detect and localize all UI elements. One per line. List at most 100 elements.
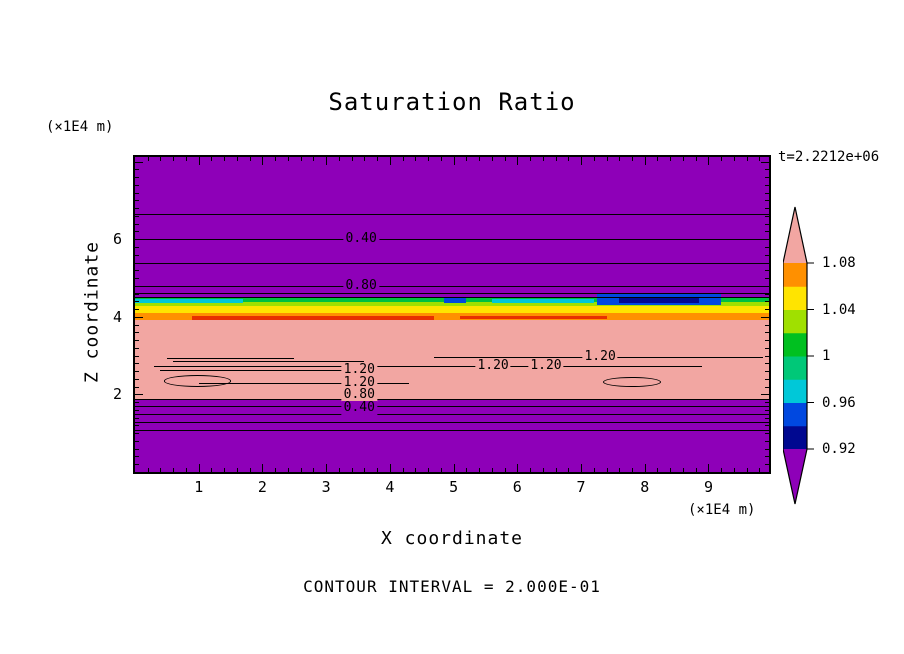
- x-tick-label: 5: [449, 478, 459, 496]
- band-orange-stripe: [135, 312, 769, 321]
- contour-line: [135, 286, 769, 288]
- x-axis-tick: [389, 464, 391, 472]
- x-axis-tick: [147, 468, 149, 472]
- colorbar: [782, 206, 817, 508]
- z-axis-tick: [765, 332, 769, 334]
- z-axis-tick: [765, 402, 769, 404]
- contour-label: 1.20: [475, 358, 511, 374]
- z-axis-tick: [135, 301, 139, 303]
- x-axis-tick: [453, 464, 455, 472]
- band-cyan-mid: [491, 299, 594, 303]
- z-axis-tick: [761, 239, 769, 241]
- x-axis-tick: [351, 468, 353, 472]
- x-axis-tick: [619, 468, 621, 472]
- x-axis-tick: [479, 468, 481, 472]
- x-axis-tick: [644, 157, 646, 165]
- z-axis-tick: [135, 254, 139, 256]
- z-axis-tick: [765, 386, 769, 388]
- x-axis-tick: [491, 157, 493, 161]
- z-axis-tick: [135, 363, 139, 365]
- x-axis-tick: [415, 468, 417, 472]
- contour-label: 0.80: [341, 386, 377, 402]
- x-axis-tick: [313, 157, 315, 161]
- x-tick-label: 4: [385, 478, 395, 496]
- x-axis-tick: [593, 157, 595, 161]
- x-axis-tick: [632, 468, 633, 472]
- x-axis-tick: [275, 468, 277, 472]
- x-axis-tick: [759, 468, 761, 472]
- x-axis-tick: [682, 157, 684, 161]
- z-axis-tick: [765, 293, 769, 295]
- x-axis-tick: [313, 468, 315, 472]
- contour-line: [166, 357, 295, 359]
- x-axis-tick: [185, 468, 187, 472]
- x-axis-tick: [440, 468, 442, 472]
- contour-line: [135, 293, 769, 295]
- band-blue-dot: [444, 297, 467, 303]
- x-axis-tick: [428, 157, 430, 161]
- x-axis-tick: [708, 157, 710, 165]
- x-axis-tick: [721, 468, 723, 472]
- contour-line: [135, 262, 769, 264]
- x-axis-tick: [632, 157, 633, 161]
- x-axis-tick: [160, 157, 162, 161]
- z-axis-tick: [135, 371, 139, 373]
- z-axis-tick: [135, 425, 139, 427]
- contour-line: [135, 414, 769, 416]
- colorbar-scale-icon: [782, 206, 814, 505]
- band-red-patch-mid: [459, 315, 607, 319]
- x-axis-tick: [568, 157, 570, 161]
- x-axis-tick: [326, 464, 328, 472]
- z-axis-tick: [765, 340, 769, 342]
- contour-label: 1.20: [341, 374, 377, 390]
- band-red-patch-left: [192, 315, 435, 320]
- z-axis-tick: [135, 231, 139, 233]
- time-label: t=2.2212e+06: [778, 149, 880, 165]
- x-axis-tick: [415, 157, 417, 161]
- x-axis-tick: [224, 468, 226, 472]
- x-axis-tick: [733, 157, 735, 161]
- z-axis-tick: [765, 371, 769, 373]
- z-axis-tick: [135, 394, 143, 396]
- x-axis-tick: [657, 157, 659, 161]
- x-axis-tick: [453, 157, 455, 165]
- contour-line: [160, 369, 346, 371]
- x-axis-unit: (×1E4 m): [688, 502, 756, 518]
- x-axis-tick: [759, 157, 761, 161]
- contour-line: [135, 430, 769, 432]
- x-axis-tick: [236, 157, 238, 161]
- z-tick-label: 4: [112, 307, 122, 326]
- z-axis-tick: [765, 192, 769, 194]
- z-axis-tick: [135, 184, 139, 186]
- z-axis-tick: [135, 208, 139, 210]
- z-axis-tick: [765, 363, 769, 365]
- x-axis-tick: [211, 157, 213, 161]
- x-axis-tick: [670, 157, 672, 161]
- x-axis-tick: [517, 157, 519, 165]
- x-axis-tick: [173, 157, 175, 161]
- x-axis-tick: [262, 464, 264, 472]
- colorbar-label: 1.08: [822, 255, 856, 271]
- x-tick-label: 7: [576, 478, 586, 496]
- z-axis-tick: [135, 262, 139, 264]
- x-axis-tick: [708, 464, 710, 472]
- x-axis-tick: [581, 157, 583, 165]
- z-axis-tick: [765, 285, 769, 287]
- x-tick-label: 6: [512, 478, 522, 496]
- z-axis-tick: [765, 433, 769, 435]
- z-axis-tick: [135, 161, 143, 163]
- x-axis-tick: [198, 157, 200, 165]
- x-axis-tick: [389, 157, 391, 165]
- contour-interval-label: CONTOUR INTERVAL = 2.000E-01: [303, 577, 601, 596]
- contour-label: 0.80: [343, 278, 379, 294]
- contour-label: 1.20: [582, 348, 618, 364]
- colorbar-label: 1.04: [822, 301, 856, 318]
- x-axis-tick: [236, 468, 238, 472]
- x-axis-tick: [504, 157, 506, 161]
- z-axis-tick: [765, 254, 769, 256]
- x-axis-tick: [440, 157, 442, 161]
- z-axis-tick: [765, 347, 769, 349]
- x-axis-tick: [530, 157, 532, 161]
- x-axis-tick: [479, 157, 481, 161]
